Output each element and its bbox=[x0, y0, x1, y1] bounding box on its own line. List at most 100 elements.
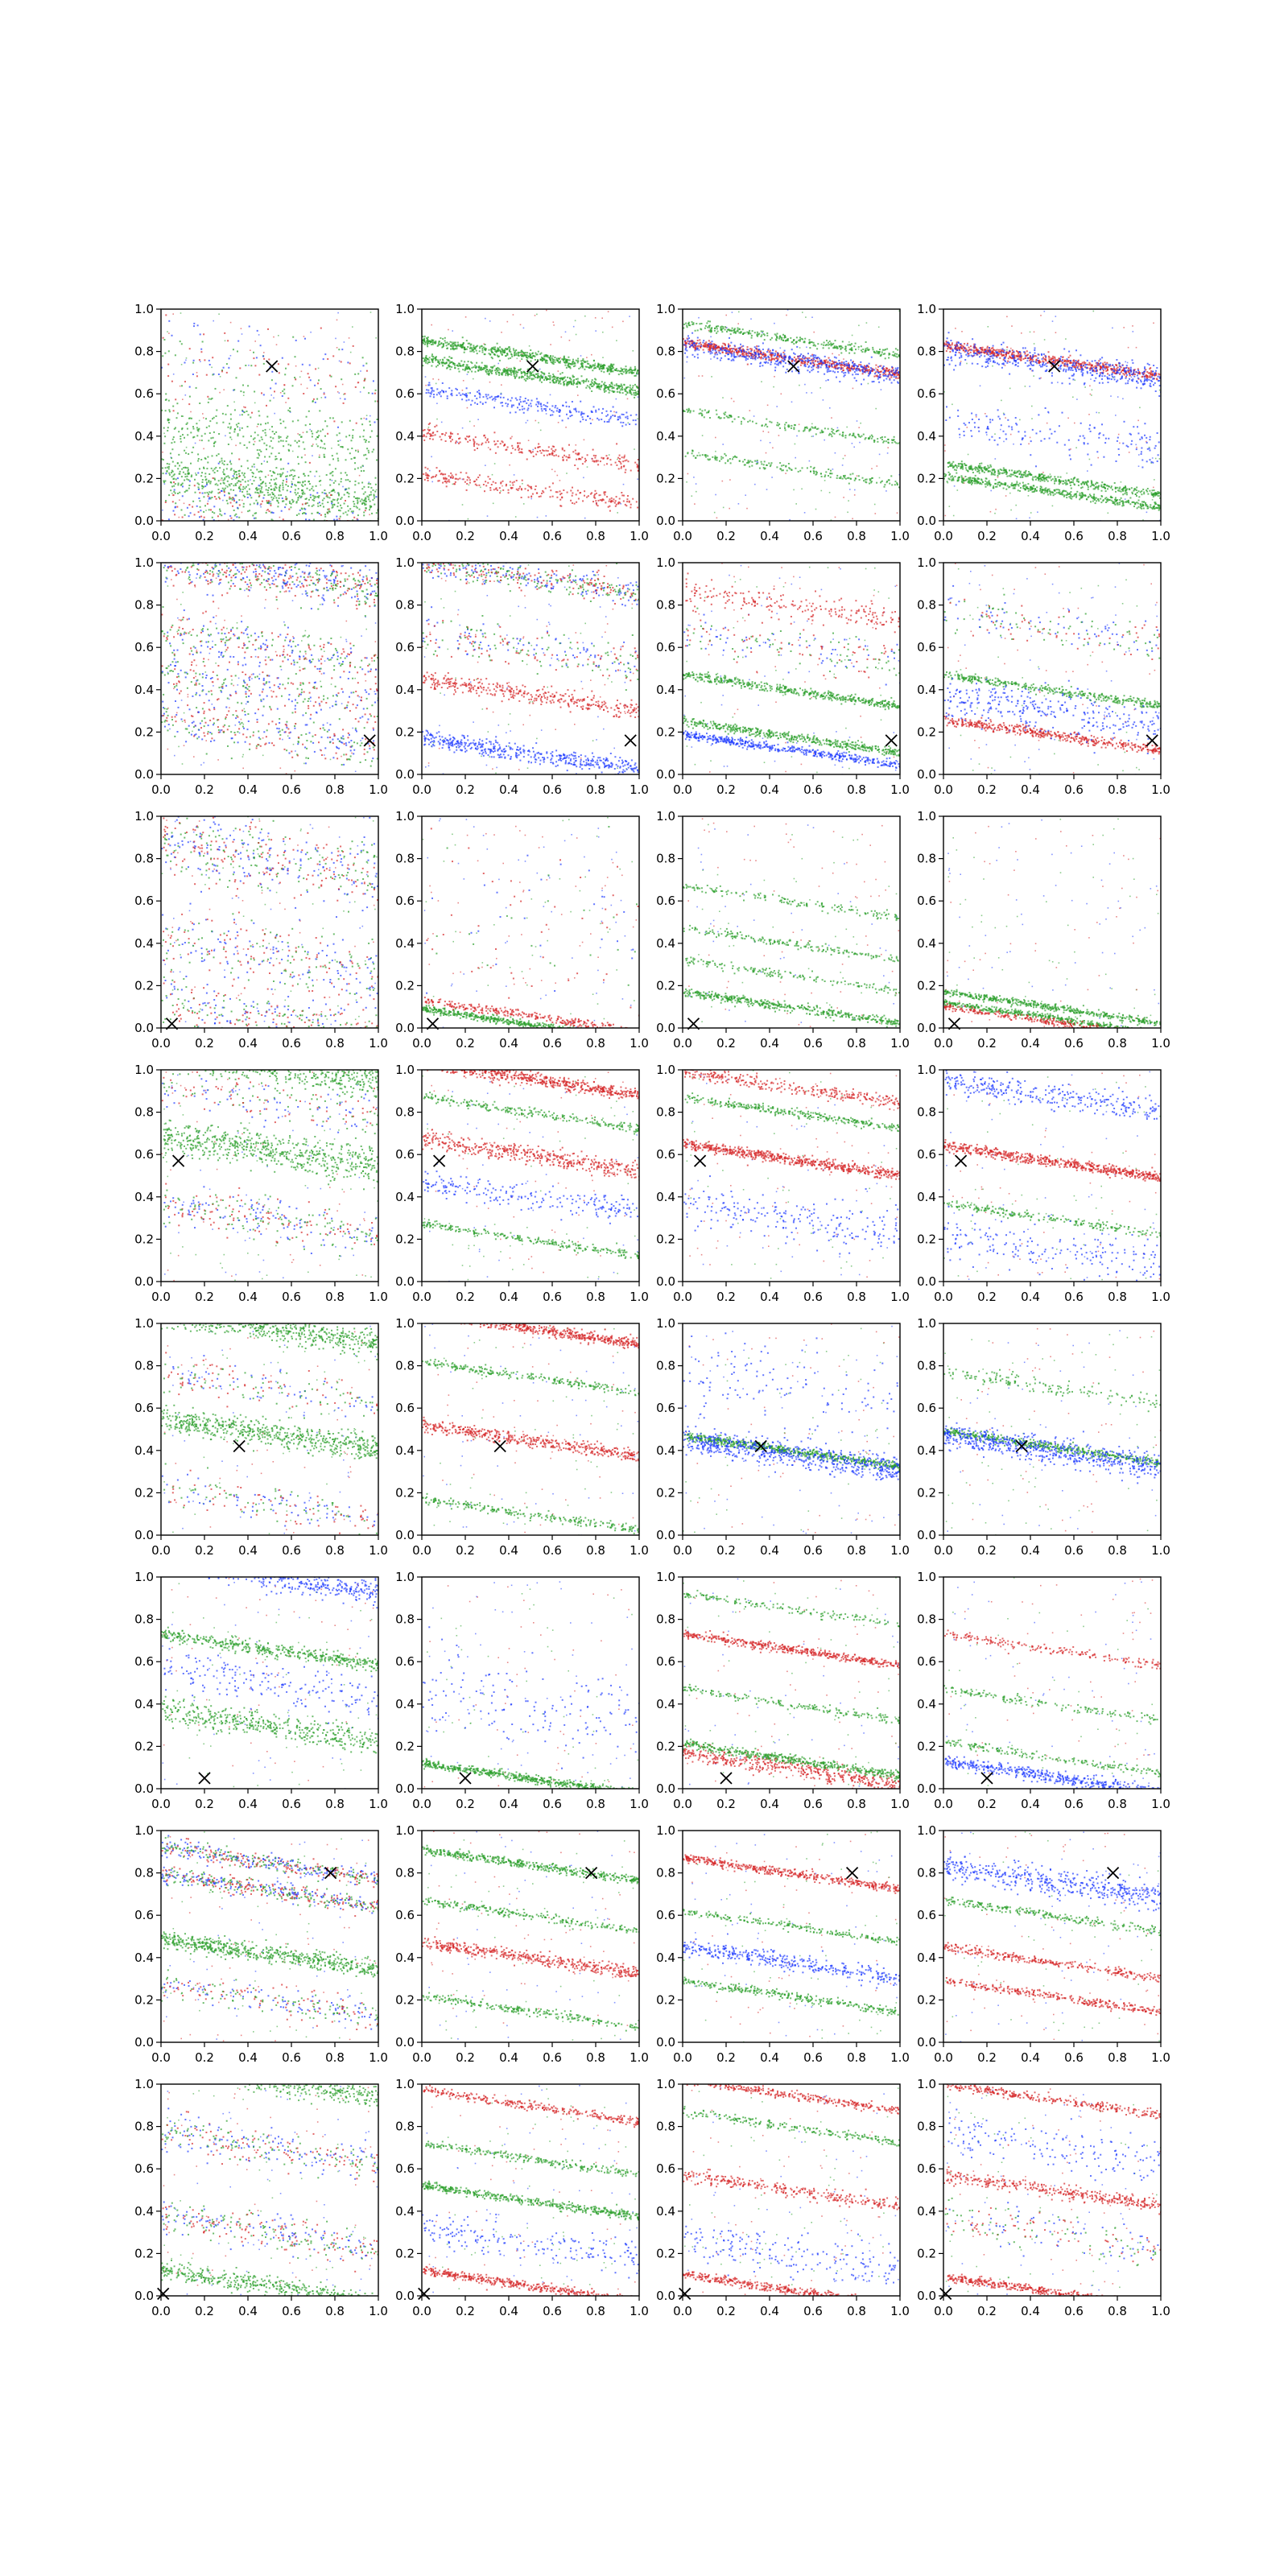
data-point bbox=[798, 369, 800, 371]
data-point bbox=[448, 365, 451, 367]
data-point bbox=[190, 431, 192, 434]
data-point bbox=[860, 365, 862, 367]
data-point bbox=[726, 349, 729, 351]
data-point bbox=[780, 353, 782, 355]
data-point bbox=[543, 374, 546, 376]
data-point bbox=[165, 393, 167, 395]
data-point bbox=[501, 372, 503, 374]
data-point bbox=[214, 483, 217, 485]
data-point bbox=[235, 477, 237, 480]
data-point bbox=[584, 368, 586, 370]
data-point bbox=[291, 474, 293, 476]
data-point bbox=[622, 460, 625, 463]
data-point bbox=[629, 386, 631, 389]
data-point bbox=[586, 454, 588, 456]
data-point bbox=[710, 358, 712, 360]
data-point bbox=[876, 374, 878, 377]
data-point bbox=[810, 362, 812, 365]
data-point bbox=[587, 415, 589, 418]
data-point bbox=[473, 348, 476, 350]
data-point bbox=[174, 483, 176, 485]
data-point bbox=[212, 357, 214, 359]
data-point bbox=[600, 494, 601, 496]
data-point bbox=[819, 361, 822, 363]
data-point bbox=[557, 380, 559, 382]
data-point bbox=[815, 366, 818, 369]
data-point bbox=[208, 398, 210, 400]
data-point bbox=[336, 518, 338, 521]
data-point bbox=[518, 351, 521, 353]
data-point bbox=[508, 350, 510, 353]
data-point bbox=[698, 345, 700, 347]
data-point bbox=[535, 453, 538, 456]
data-point bbox=[177, 484, 180, 486]
data-point bbox=[425, 360, 427, 362]
data-point bbox=[422, 336, 424, 338]
data-point bbox=[206, 502, 208, 505]
data-point bbox=[570, 382, 572, 384]
data-point bbox=[543, 379, 545, 381]
data-point bbox=[592, 501, 594, 503]
data-point bbox=[357, 449, 359, 451]
data-point bbox=[455, 345, 457, 347]
data-point bbox=[581, 463, 584, 465]
data-point bbox=[618, 390, 621, 393]
data-point bbox=[493, 353, 495, 355]
data-point bbox=[439, 359, 441, 361]
data-point bbox=[206, 484, 208, 486]
data-point bbox=[599, 388, 601, 390]
data-point bbox=[485, 395, 488, 398]
data-point bbox=[617, 369, 620, 372]
data-point bbox=[754, 351, 757, 353]
data-point bbox=[361, 481, 364, 484]
data-point bbox=[580, 411, 583, 413]
data-point bbox=[833, 356, 836, 358]
data-point bbox=[251, 483, 254, 485]
data-point bbox=[293, 469, 295, 472]
data-point bbox=[428, 384, 431, 386]
data-point bbox=[571, 494, 573, 497]
data-point bbox=[878, 477, 881, 479]
data-point bbox=[290, 506, 292, 509]
data-point bbox=[363, 417, 365, 419]
data-point bbox=[780, 361, 782, 363]
data-point bbox=[270, 387, 272, 390]
data-point bbox=[708, 349, 710, 351]
data-point bbox=[356, 518, 358, 520]
data-point bbox=[363, 514, 365, 517]
data-point bbox=[316, 444, 318, 445]
data-point bbox=[855, 365, 857, 367]
data-point bbox=[355, 506, 357, 508]
data-point bbox=[506, 353, 509, 356]
data-point bbox=[447, 343, 449, 345]
data-point bbox=[186, 475, 188, 477]
data-point bbox=[226, 502, 229, 505]
data-point bbox=[452, 476, 454, 478]
data-point bbox=[606, 496, 609, 498]
data-point bbox=[527, 399, 530, 402]
data-point bbox=[368, 498, 370, 501]
data-point bbox=[453, 341, 456, 344]
data-point bbox=[737, 503, 740, 505]
data-point bbox=[426, 389, 428, 391]
data-point bbox=[532, 455, 535, 457]
data-point bbox=[743, 353, 745, 356]
data-point bbox=[342, 512, 345, 514]
data-point bbox=[758, 355, 761, 357]
data-point bbox=[483, 434, 485, 436]
data-point bbox=[423, 342, 425, 345]
data-point bbox=[605, 415, 608, 417]
data-point bbox=[562, 378, 564, 380]
data-point bbox=[361, 502, 364, 504]
data-point bbox=[324, 443, 326, 445]
data-point bbox=[733, 329, 736, 332]
data-point bbox=[350, 510, 353, 513]
data-point bbox=[798, 372, 800, 374]
data-point bbox=[597, 385, 599, 387]
data-point bbox=[362, 499, 365, 502]
data-point bbox=[369, 415, 371, 417]
data-point bbox=[473, 366, 475, 369]
data-point bbox=[490, 351, 493, 353]
data-point bbox=[796, 341, 798, 343]
data-point bbox=[741, 355, 743, 357]
